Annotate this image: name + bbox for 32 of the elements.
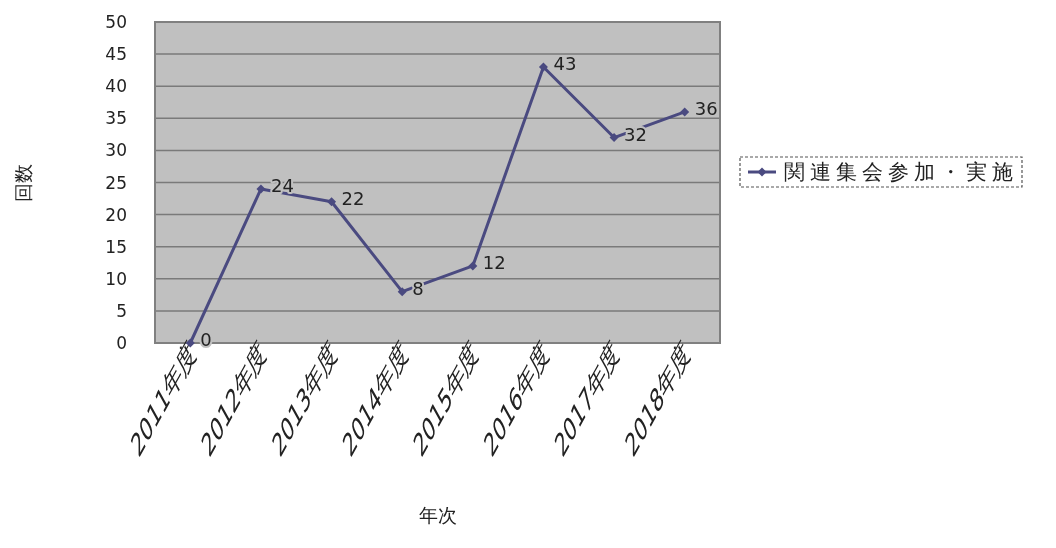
data-label: 0 — [200, 329, 212, 350]
y-tick-label: 15 — [105, 236, 127, 257]
y-tick-label: 10 — [105, 268, 127, 289]
y-tick-label: 30 — [105, 140, 127, 161]
y-tick-label: 20 — [105, 204, 127, 225]
point — [468, 261, 478, 271]
point — [256, 184, 266, 194]
data-label: 32 — [624, 123, 647, 145]
point — [609, 133, 619, 143]
legend: 関連集会参加・実施 — [739, 156, 1023, 188]
x-tick-label: 2014年度 — [338, 334, 412, 464]
data-label: 12 — [482, 251, 506, 273]
point — [327, 197, 337, 207]
point — [538, 62, 548, 72]
data-label: 22 — [341, 187, 365, 209]
y-tick-label: 25 — [105, 172, 127, 193]
legend-label: 関連集会参加・実施 — [784, 160, 1018, 184]
y-axis-title: 回数 — [12, 163, 34, 202]
y-tick-label: 5 — [116, 300, 127, 321]
y-tick-label: 45 — [105, 44, 127, 65]
x-tick-label: 2015年度 — [409, 334, 482, 464]
x-axis-title: 年次 — [418, 504, 457, 526]
y-tick-label: 35 — [105, 108, 127, 129]
x-tick-label: 2017年度 — [550, 334, 623, 464]
data-label: 36 — [694, 97, 718, 119]
y-tick-label: 0 — [116, 333, 127, 353]
y-tick-label: 50 — [105, 12, 127, 32]
data-label: 24 — [270, 174, 294, 196]
y-tick-label: 40 — [105, 76, 127, 97]
point — [397, 287, 407, 297]
data-label: 43 — [553, 52, 577, 74]
point — [680, 107, 690, 117]
